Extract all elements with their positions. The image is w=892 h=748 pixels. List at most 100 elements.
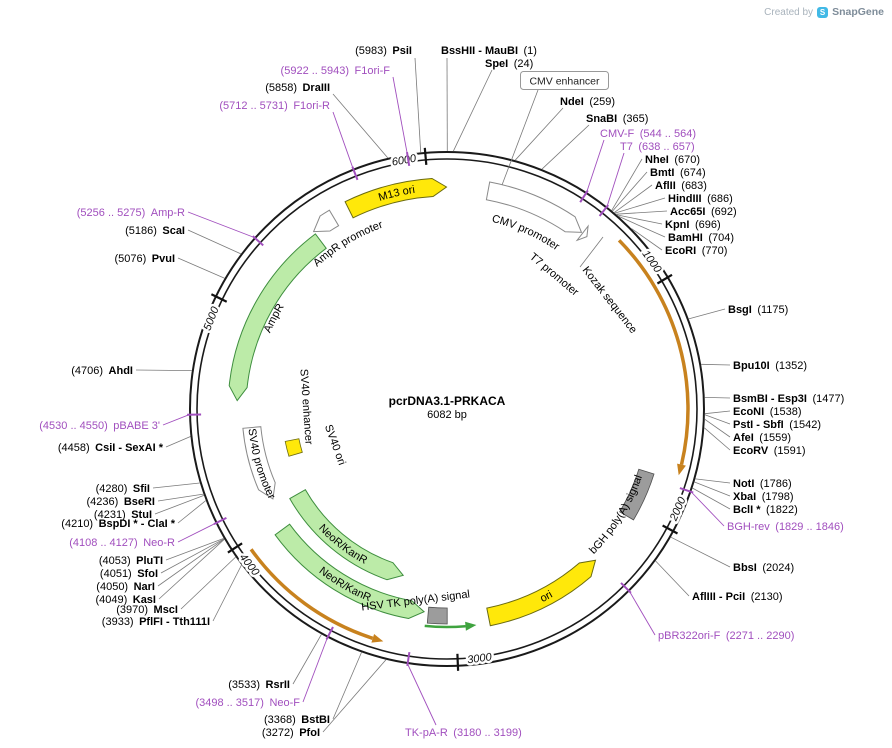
enzyme-leader-line	[704, 397, 731, 399]
feature-label: SV40 ori	[322, 423, 348, 467]
primer-label: pBR322ori-F (2271 .. 2290)	[658, 630, 794, 642]
primer-label: (3498 .. 3517) Neo-F	[195, 697, 300, 709]
primer-label: T7 (638 .. 657)	[620, 141, 695, 153]
enzyme-leader-line	[152, 482, 200, 489]
enzyme-label: (4051) SfoI	[100, 568, 158, 580]
position-tick-label: 4000	[237, 552, 262, 579]
enzyme-leader-line	[180, 556, 236, 610]
enzyme-leader-line	[704, 410, 731, 415]
position-tick	[662, 524, 679, 535]
enzyme-leader-line	[688, 308, 726, 320]
feature-t7-promoter	[575, 224, 589, 242]
boxed-label-leader-line	[501, 89, 539, 186]
primer-leader-line	[392, 76, 408, 155]
enzyme-label: Acc65I (692)	[670, 206, 737, 218]
enzyme-leader-line	[618, 215, 666, 238]
enzyme-label: (4049) KasI	[95, 594, 156, 606]
feature-ori	[486, 559, 597, 627]
primer-label: (4530 .. 4550) pBABE 3'	[39, 420, 160, 432]
enzyme-leader-line	[614, 184, 653, 213]
enzyme-leader-line	[135, 369, 192, 371]
primer-label: TK-pA-R (3180 .. 3199)	[405, 727, 522, 739]
cmv-enhancer-box	[520, 71, 609, 90]
position-tick	[210, 293, 228, 303]
watermark-brand: SnapGene	[832, 6, 884, 18]
primer-leader-line	[332, 111, 354, 169]
feature-arc-line	[249, 548, 374, 640]
enzyme-leader-line	[514, 107, 564, 161]
leader-line-layer	[135, 57, 731, 733]
enzyme-leader-line	[414, 57, 422, 153]
enzyme-label: BssHII - MauBI (1)	[441, 45, 537, 57]
position-tick	[456, 653, 460, 671]
snapgene-logo-icon: S	[817, 6, 829, 18]
enzyme-label: (4053) PluTI	[99, 555, 163, 567]
enzyme-leader-line	[631, 228, 663, 251]
enzyme-label: BsmBI - Esp3I (1477)	[733, 393, 844, 405]
feature-neor-kanr	[289, 489, 405, 581]
position-tick-label: 2000	[667, 495, 688, 524]
feature-cmv-promoter	[485, 181, 583, 233]
backbone-circle-inner	[196, 158, 698, 660]
enzyme-label: BamHI (704)	[668, 232, 734, 244]
primer-leader-line	[162, 414, 190, 426]
site-label-layer: BssHII - MauBI (1)SpeI (24) NdeI (259) Sna…	[39, 45, 844, 739]
enzyme-label: (4231) StuI	[94, 509, 152, 521]
arrowhead-icon	[677, 463, 686, 476]
feature-sv40-enhancer	[284, 438, 303, 457]
primer-site-tick	[213, 517, 227, 525]
enzyme-label: SnaBI (365)	[586, 113, 648, 125]
enzyme-label: PstI - SbfI (1542)	[733, 419, 821, 431]
feature-ampr-promoter	[312, 209, 340, 233]
enzyme-label: (3368) BstBI	[264, 714, 330, 726]
primer-label: (5712 .. 5731) F1ori-R	[219, 100, 330, 112]
primer-label: (5922 .. 5943) F1ori-F	[281, 65, 391, 77]
feature-m13-ori	[344, 177, 448, 219]
primer-site-tick	[406, 651, 411, 667]
enzyme-label: AfeI (1559)	[733, 432, 791, 444]
primer-leader-line	[629, 591, 656, 636]
enzyme-leader-line	[612, 171, 648, 212]
enzyme-label: (4458) CsiI - SexAI *	[58, 442, 164, 454]
enzyme-leader-line	[157, 538, 225, 587]
watermark-prefix: Created by	[764, 6, 814, 18]
enzyme-label: (4236) BseRI	[87, 496, 155, 508]
arrowhead-icon	[465, 621, 477, 631]
enzyme-leader-line	[157, 493, 204, 502]
primer-site-tick	[679, 487, 694, 494]
primer-leader-line	[606, 152, 625, 207]
enzyme-label: (3272) PfoI	[262, 727, 320, 739]
enzyme-leader-line	[611, 158, 643, 211]
enzyme-leader-line	[616, 214, 663, 225]
enzyme-label: BmtI (674)	[650, 167, 706, 179]
enzyme-label: (5076) PvuI	[114, 253, 175, 265]
feature-label: NeoR/KanR	[317, 565, 373, 604]
enzyme-leader-line	[177, 500, 207, 524]
primer-label: CMV-F (544 .. 564)	[600, 128, 696, 140]
enzyme-label: (3533) RsrII	[228, 679, 290, 691]
primer-leader-line	[586, 139, 605, 193]
enzyme-label: EcoNI (1538)	[733, 406, 801, 418]
position-tick	[656, 273, 673, 285]
primer-site-tick	[252, 235, 264, 247]
enzyme-leader-line	[453, 69, 493, 152]
boxed-label-layer: CMV enhancer	[520, 71, 609, 90]
enzyme-leader-line	[165, 538, 224, 561]
position-tick-label: 3000	[467, 651, 494, 666]
primer-leader-line	[407, 663, 437, 726]
primer-site-tick	[598, 204, 609, 217]
enzyme-leader-line	[670, 536, 731, 568]
enzyme-leader-line	[655, 560, 690, 597]
enzyme-label: (5186) ScaI	[125, 225, 185, 237]
enzyme-label: (5983) PsiI	[355, 45, 412, 57]
arrowhead-icon	[371, 634, 384, 643]
enzyme-label: XbaI (1798)	[733, 491, 794, 503]
enzyme-label: EcoRI (770)	[665, 245, 727, 257]
enzyme-label: Bpu10I (1352)	[733, 360, 807, 372]
feature-label: Kozak sequence	[580, 264, 640, 335]
enzyme-label: (4280) SfiI	[96, 483, 150, 495]
enzyme-leader-line	[695, 478, 731, 484]
plasmid-size: 6082 bp	[427, 409, 467, 421]
enzyme-leader-line	[332, 652, 362, 720]
